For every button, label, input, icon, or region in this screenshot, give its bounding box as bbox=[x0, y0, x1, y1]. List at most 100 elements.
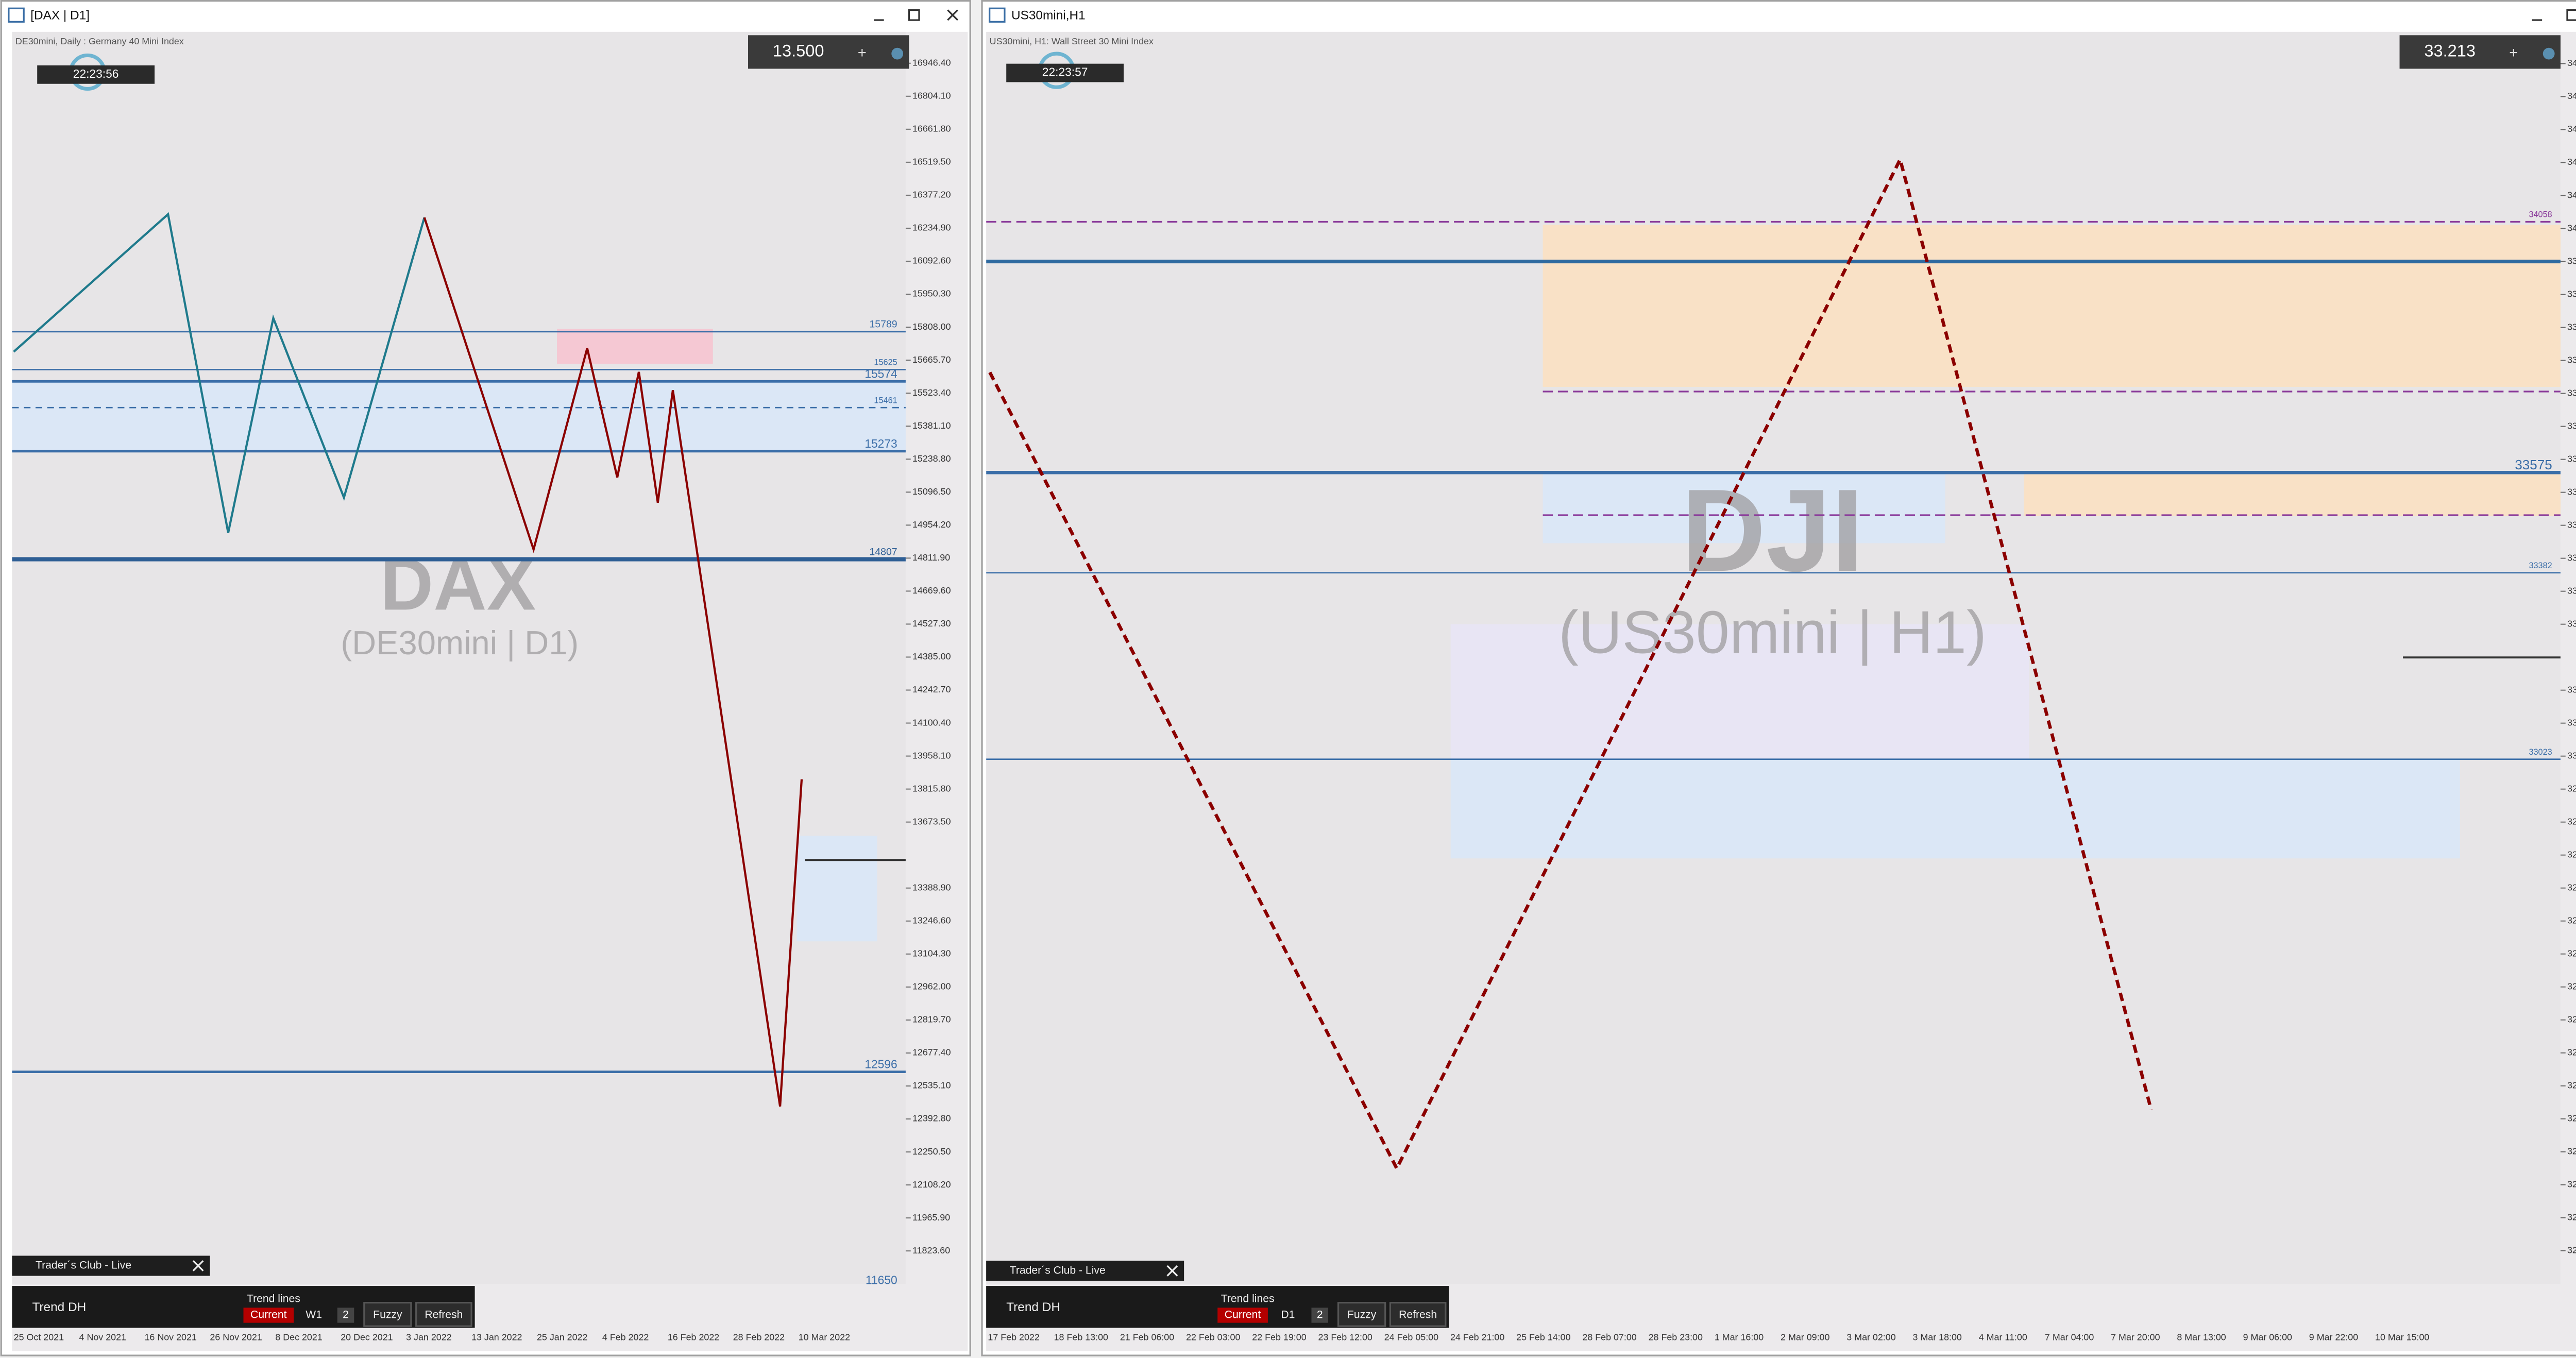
y-tick-label: 32648.00 bbox=[2567, 948, 2576, 958]
plus-button[interactable]: + bbox=[858, 44, 867, 61]
zone bbox=[12, 381, 906, 451]
y-tick-label: 16092.60 bbox=[912, 256, 951, 266]
y-tick-label: 12250.50 bbox=[912, 1146, 951, 1157]
x-tick-label: 24 Feb 05:00 bbox=[1384, 1332, 1438, 1343]
panel-title: Trend DH bbox=[1006, 1300, 1060, 1314]
y-tick-label: 32521.00 bbox=[2567, 1014, 2576, 1024]
fuzzy-button[interactable] bbox=[363, 1301, 412, 1327]
x-tick-label: 2 Mar 09:00 bbox=[1781, 1332, 1829, 1343]
y-tick-label: 14242.70 bbox=[912, 684, 951, 694]
fuzzy-label: Fuzzy bbox=[373, 1309, 402, 1321]
level-label: 15461 bbox=[874, 396, 897, 405]
y-tick-label: 33283.00 bbox=[2567, 618, 2576, 629]
settings-button[interactable] bbox=[891, 47, 904, 60]
maximize-button[interactable] bbox=[2566, 9, 2576, 21]
watermark-sub: (DE30mini | D1) bbox=[341, 624, 579, 661]
x-tick-label: 3 Mar 18:00 bbox=[1912, 1332, 1961, 1343]
y-tick-label: 14100.40 bbox=[912, 717, 951, 727]
window-title: [DAX | D1] bbox=[30, 8, 90, 22]
close-button[interactable] bbox=[947, 9, 958, 21]
x-tick-label: 7 Mar 20:00 bbox=[2111, 1332, 2160, 1343]
y-tick-label: 33664.00 bbox=[2567, 420, 2576, 431]
tab-bar bbox=[12, 1255, 210, 1276]
zone bbox=[1543, 225, 2561, 387]
x-tick-label: 16 Feb 2022 bbox=[668, 1332, 719, 1343]
y-tick-label: 15381.10 bbox=[912, 420, 951, 431]
x-tick-label: 9 Mar 06:00 bbox=[2243, 1332, 2292, 1343]
x-tick-label: 4 Mar 11:00 bbox=[1979, 1332, 2027, 1343]
y-tick-label: 15523.40 bbox=[912, 387, 951, 398]
y-tick-label: 15950.30 bbox=[912, 288, 951, 299]
current-badge[interactable] bbox=[1217, 1308, 1268, 1323]
clock-box bbox=[37, 65, 155, 84]
count-box bbox=[1311, 1308, 1329, 1323]
zigzag-line bbox=[423, 217, 803, 1107]
chart-window: [DAX | D1]DAX(DE30mini | D1)157891562515… bbox=[0, 0, 971, 1356]
y-tick-label: 33156.00 bbox=[2567, 684, 2576, 694]
y-tick-label: 32775.00 bbox=[2567, 882, 2576, 892]
timeframe[interactable]: D1 bbox=[1281, 1309, 1295, 1321]
clock: 22:23:56 bbox=[73, 67, 119, 80]
x-tick-label: 25 Feb 14:00 bbox=[1516, 1332, 1570, 1343]
refresh-button[interactable] bbox=[415, 1301, 472, 1327]
settings-button[interactable] bbox=[2543, 47, 2555, 60]
y-tick-label: 12677.40 bbox=[912, 1047, 951, 1058]
y-tick-label: 32076.50 bbox=[2567, 1245, 2576, 1255]
y-tick-label: 32838.50 bbox=[2567, 849, 2576, 859]
y-tick-label: 33791.00 bbox=[2567, 354, 2576, 365]
panel-title: Trend DH bbox=[32, 1300, 86, 1314]
y-tick-label: 13104.30 bbox=[912, 948, 951, 959]
y-tick-label: 32267.00 bbox=[2567, 1146, 2576, 1156]
clock: 22:23:57 bbox=[1042, 65, 1088, 79]
x-tick-label: 18 Feb 13:00 bbox=[1054, 1332, 1108, 1343]
level-label: 15625 bbox=[874, 358, 897, 367]
y-tick-label: 13958.10 bbox=[912, 750, 951, 760]
y-tick-label: 32140.00 bbox=[2567, 1212, 2576, 1223]
x-tick-label: 1 Mar 16:00 bbox=[1715, 1332, 1764, 1343]
x-tick-label: 28 Feb 07:00 bbox=[1582, 1332, 1636, 1343]
zone bbox=[796, 836, 877, 942]
tab-close[interactable] bbox=[192, 1260, 204, 1271]
refresh-button[interactable] bbox=[1389, 1301, 1447, 1327]
y-tick-label: 34362.50 bbox=[2567, 58, 2576, 68]
x-tick-label: 22 Feb 03:00 bbox=[1186, 1332, 1240, 1343]
clock-box bbox=[1006, 63, 1124, 82]
y-tick-label: 33600.50 bbox=[2567, 453, 2576, 464]
y-tick-label: 12819.70 bbox=[912, 1014, 951, 1025]
y-tick-label: 11823.60 bbox=[912, 1245, 950, 1255]
y-tick-label: 13388.90 bbox=[912, 882, 951, 892]
y-tick-label: 16519.50 bbox=[912, 157, 951, 167]
zone bbox=[1543, 472, 1945, 544]
y-tick-label: 33854.50 bbox=[2567, 321, 2576, 332]
x-tick-label: 10 Mar 15:00 bbox=[2375, 1332, 2429, 1343]
fuzzy-button[interactable] bbox=[1337, 1301, 1386, 1327]
y-tick-label: 14811.90 bbox=[912, 552, 950, 563]
zone bbox=[1450, 624, 2029, 759]
x-tick-label: 20 Dec 2021 bbox=[341, 1332, 393, 1343]
tab-close[interactable] bbox=[1166, 1265, 1178, 1277]
y-tick-label: 33346.50 bbox=[2567, 585, 2576, 596]
level-label: 11650 bbox=[866, 1273, 897, 1286]
y-tick-label: 32902.00 bbox=[2567, 816, 2576, 826]
level-label: 12596 bbox=[865, 1058, 897, 1071]
price-box-value: 13.500 bbox=[773, 41, 824, 60]
timeframe[interactable]: W1 bbox=[306, 1309, 322, 1321]
level-label: 14807 bbox=[869, 547, 897, 558]
count: 2 bbox=[1317, 1309, 1323, 1321]
y-tick-label: 12108.20 bbox=[912, 1179, 951, 1190]
x-tick-label: 3 Mar 02:00 bbox=[1846, 1332, 1895, 1343]
y-tick-label: 16234.90 bbox=[912, 223, 951, 233]
y-tick-label: 12535.10 bbox=[912, 1080, 951, 1091]
maximize-button[interactable] bbox=[908, 9, 920, 21]
y-tick-label: 14527.30 bbox=[912, 618, 951, 629]
y-tick-label: 15665.70 bbox=[912, 354, 951, 365]
y-tick-label: 32330.50 bbox=[2567, 1113, 2576, 1123]
current-badge[interactable] bbox=[243, 1308, 294, 1323]
y-tick-label: 16804.10 bbox=[912, 90, 951, 100]
plot: DJI(US30mini | H1) bbox=[986, 155, 2561, 1173]
x-tick-label: 7 Mar 04:00 bbox=[2045, 1332, 2094, 1343]
plus-button[interactable]: + bbox=[2509, 44, 2518, 61]
fuzzy-label: Fuzzy bbox=[1347, 1309, 1377, 1321]
